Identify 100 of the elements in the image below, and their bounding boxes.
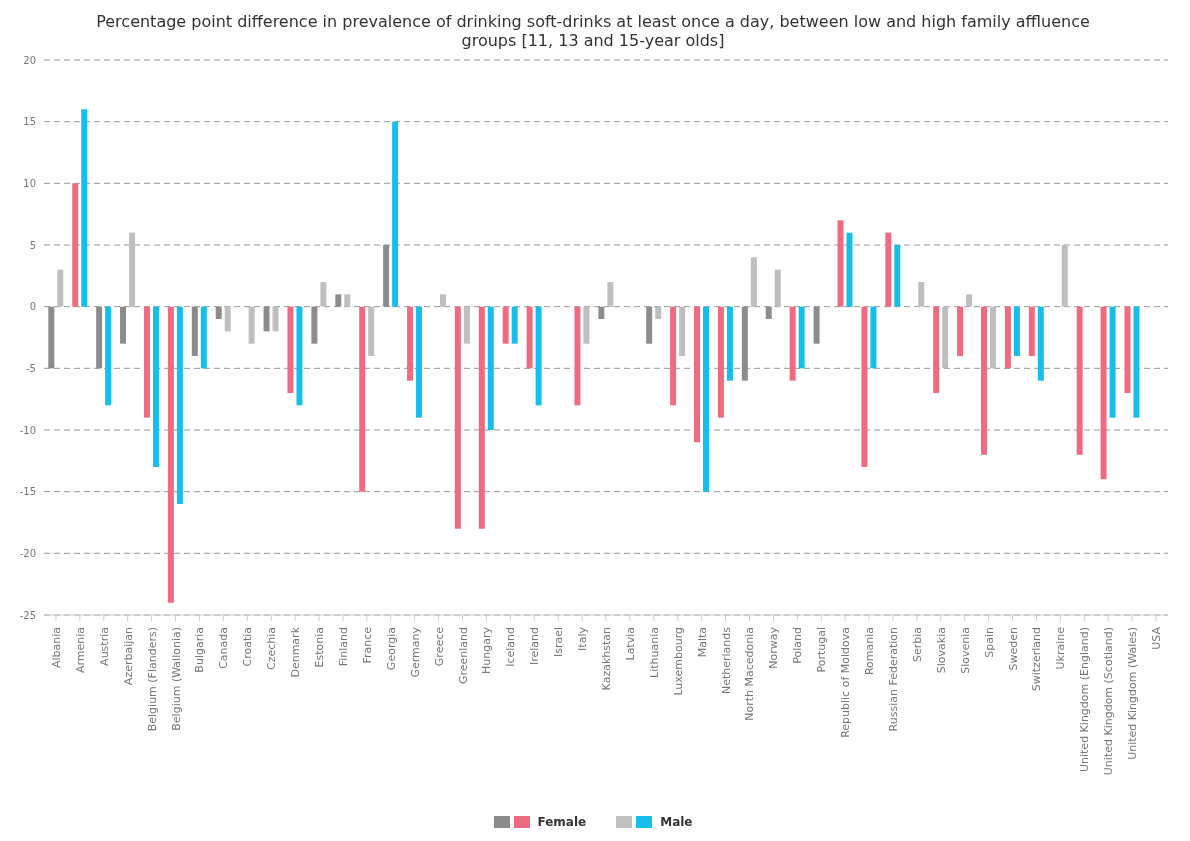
legend-label: Male <box>660 815 693 829</box>
bar <box>1133 306 1140 418</box>
bar <box>215 306 222 319</box>
x-tick-label: Bulgaria <box>193 627 207 673</box>
bar <box>191 306 198 356</box>
bar <box>120 306 127 344</box>
bar <box>272 306 279 332</box>
bar <box>200 306 207 369</box>
bar <box>105 306 112 406</box>
x-tick-label: Croatia <box>241 627 255 667</box>
x-tick-label: Latvia <box>623 627 637 661</box>
bar <box>933 306 940 393</box>
x-tick-label: United Kingdom (England) <box>1078 627 1092 773</box>
x-tick-label: Republic of Moldova <box>839 627 853 738</box>
bar <box>129 232 136 307</box>
x-tick-label: Armenia <box>73 627 87 674</box>
bar <box>296 306 303 406</box>
y-tick-label: -25 <box>19 609 36 621</box>
y-tick-label: 15 <box>23 116 36 128</box>
x-tick-label: Serbia <box>910 627 924 663</box>
legend-label: Female <box>537 815 587 829</box>
y-tick-label: 10 <box>23 177 36 189</box>
x-tick-label: Azerbaijan <box>121 626 135 686</box>
x-tick-label: Russian Federation <box>886 626 900 732</box>
bar <box>359 306 366 492</box>
x-tick-label: France <box>360 626 374 664</box>
x-tick-label: Netherlands <box>719 626 733 695</box>
x-tick-label: Canada <box>217 627 231 669</box>
bar <box>646 306 653 344</box>
x-tick-label: Albania <box>49 627 63 669</box>
x-tick-label: Israel <box>552 627 566 658</box>
bar <box>248 306 255 344</box>
bar <box>607 282 614 307</box>
x-tick-label: Portugal <box>815 627 829 673</box>
bar <box>574 306 581 406</box>
bar <box>1037 306 1044 381</box>
bar <box>344 294 351 307</box>
bar <box>407 306 414 381</box>
x-tick-label: Slovenia <box>958 627 972 674</box>
bar <box>454 306 461 529</box>
bar <box>694 306 701 443</box>
bar <box>1004 306 1011 369</box>
x-tick-label: Austria <box>97 627 111 666</box>
x-tick-label: Germany <box>408 626 422 678</box>
y-tick-label: -10 <box>19 424 36 436</box>
x-tick-label: Ukraine <box>1054 626 1068 670</box>
bar <box>535 306 542 406</box>
x-tick-label: Georgia <box>384 627 398 671</box>
x-tick-label: United Kingdom (Wales) <box>1126 627 1140 760</box>
x-tick-label: Poland <box>791 627 805 664</box>
bar <box>167 306 174 603</box>
x-tick-label: Hungary <box>480 626 494 674</box>
bar <box>224 306 231 332</box>
bar <box>263 306 270 332</box>
bar <box>598 306 605 319</box>
bar <box>1100 306 1107 480</box>
x-tick-label: Kazakhstan <box>600 626 613 691</box>
bar <box>176 306 183 504</box>
bar <box>966 294 973 307</box>
x-tick-label: Iceland <box>504 627 518 667</box>
bar <box>335 294 342 307</box>
bar <box>320 282 327 307</box>
x-tick-label: USA <box>1150 626 1164 650</box>
bar <box>942 306 949 369</box>
bar <box>717 306 724 418</box>
bar <box>526 306 533 369</box>
bar <box>487 306 494 430</box>
y-tick-label: -5 <box>26 362 36 374</box>
x-tick-label: Sweden <box>1006 626 1020 671</box>
bar <box>670 306 677 406</box>
x-tick-label: North Macedonia <box>743 627 757 721</box>
x-tick-label: Italy <box>576 626 590 651</box>
bar <box>837 220 844 307</box>
x-tick-label: Ireland <box>528 627 542 666</box>
bar <box>894 245 901 307</box>
x-tick-label: Lithuania <box>647 627 661 678</box>
x-tick-label: Spain <box>982 626 996 658</box>
bar <box>1013 306 1020 356</box>
bar <box>511 306 518 344</box>
y-tick-label: 20 <box>23 54 36 66</box>
bar <box>885 232 892 307</box>
bar <box>1061 245 1068 307</box>
bar <box>741 306 748 381</box>
bar <box>813 306 820 344</box>
bar <box>287 306 294 393</box>
bar <box>48 306 55 369</box>
y-tick-label: 0 <box>29 301 36 313</box>
bar <box>1124 306 1131 393</box>
bar <box>726 306 733 381</box>
x-tick-label: Slovakia <box>934 627 948 674</box>
x-tick-label: Switzerland <box>1030 627 1044 692</box>
x-tick-label: Finland <box>336 627 350 667</box>
bar <box>918 282 925 307</box>
bar <box>96 306 103 369</box>
bar <box>846 232 853 307</box>
bar <box>81 109 88 307</box>
bar <box>152 306 159 467</box>
bar <box>774 269 781 307</box>
bar <box>311 306 318 344</box>
bar <box>368 306 375 356</box>
